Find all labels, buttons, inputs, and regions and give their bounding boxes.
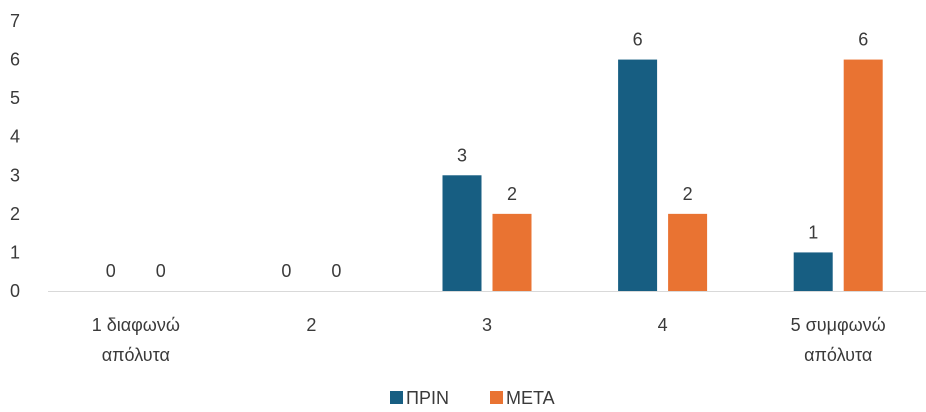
x-tick-label-line: 3 [482, 315, 492, 335]
data-label: 6 [633, 30, 643, 50]
x-tick-label: 2 [306, 315, 316, 335]
y-tick-label: 2 [10, 204, 20, 224]
legend-swatch-πριν [390, 391, 403, 404]
y-tick-label: 4 [10, 127, 20, 147]
bar-μετα[interactable] [668, 213, 708, 291]
y-tick-label: 0 [10, 281, 20, 301]
data-label: 3 [457, 145, 467, 165]
y-tick-label: 3 [10, 165, 20, 185]
data-labels: 0 0 3 6 1 0 0 2 2 6 [106, 30, 868, 281]
x-tick-label-line: 1 διαφωνώ [92, 315, 180, 335]
y-tick-label: 6 [10, 50, 20, 70]
data-label: 0 [281, 261, 291, 281]
bar-πριν[interactable] [618, 59, 658, 292]
bar-μετα[interactable] [492, 213, 532, 291]
x-tick-label-line: 2 [306, 315, 316, 335]
legend-swatch-μετα [490, 391, 503, 404]
data-label: 6 [858, 30, 868, 50]
data-label: 1 [808, 222, 818, 242]
y-tick-label: 5 [10, 88, 20, 108]
bar-μετα[interactable] [843, 59, 883, 292]
x-axis-labels: 1 διαφωνώ απόλυτα 2 3 4 5 συμφωνώ απόλυτα [92, 315, 886, 365]
legend[interactable]: ΠΡΙΝ ΜΕΤΑ [390, 388, 555, 408]
x-tick-label-line: απόλυτα [804, 345, 872, 365]
bar-πριν[interactable] [442, 175, 482, 291]
x-tick-label-line: 4 [658, 315, 668, 335]
data-label: 0 [106, 261, 116, 281]
y-axis: 0 1 2 3 4 5 6 7 [10, 11, 20, 301]
data-label: 2 [683, 184, 693, 204]
y-tick-label: 7 [10, 11, 20, 31]
x-tick-label: 1 διαφωνώ απόλυτα [92, 315, 180, 365]
x-tick-label: 5 συμφωνώ απόλυτα [791, 315, 886, 365]
x-tick-label: 4 [658, 315, 668, 335]
legend-label[interactable]: ΜΕΤΑ [506, 388, 555, 408]
data-label: 0 [331, 261, 341, 281]
x-tick-label: 3 [482, 315, 492, 335]
bars [442, 59, 883, 292]
data-label: 0 [156, 261, 166, 281]
bar-πριν[interactable] [793, 252, 833, 291]
y-tick-label: 1 [10, 242, 20, 262]
data-label: 2 [507, 184, 517, 204]
x-tick-label-line: απόλυτα [102, 345, 170, 365]
x-tick-label-line: 5 συμφωνώ [791, 315, 886, 335]
legend-label[interactable]: ΠΡΙΝ [406, 388, 449, 408]
